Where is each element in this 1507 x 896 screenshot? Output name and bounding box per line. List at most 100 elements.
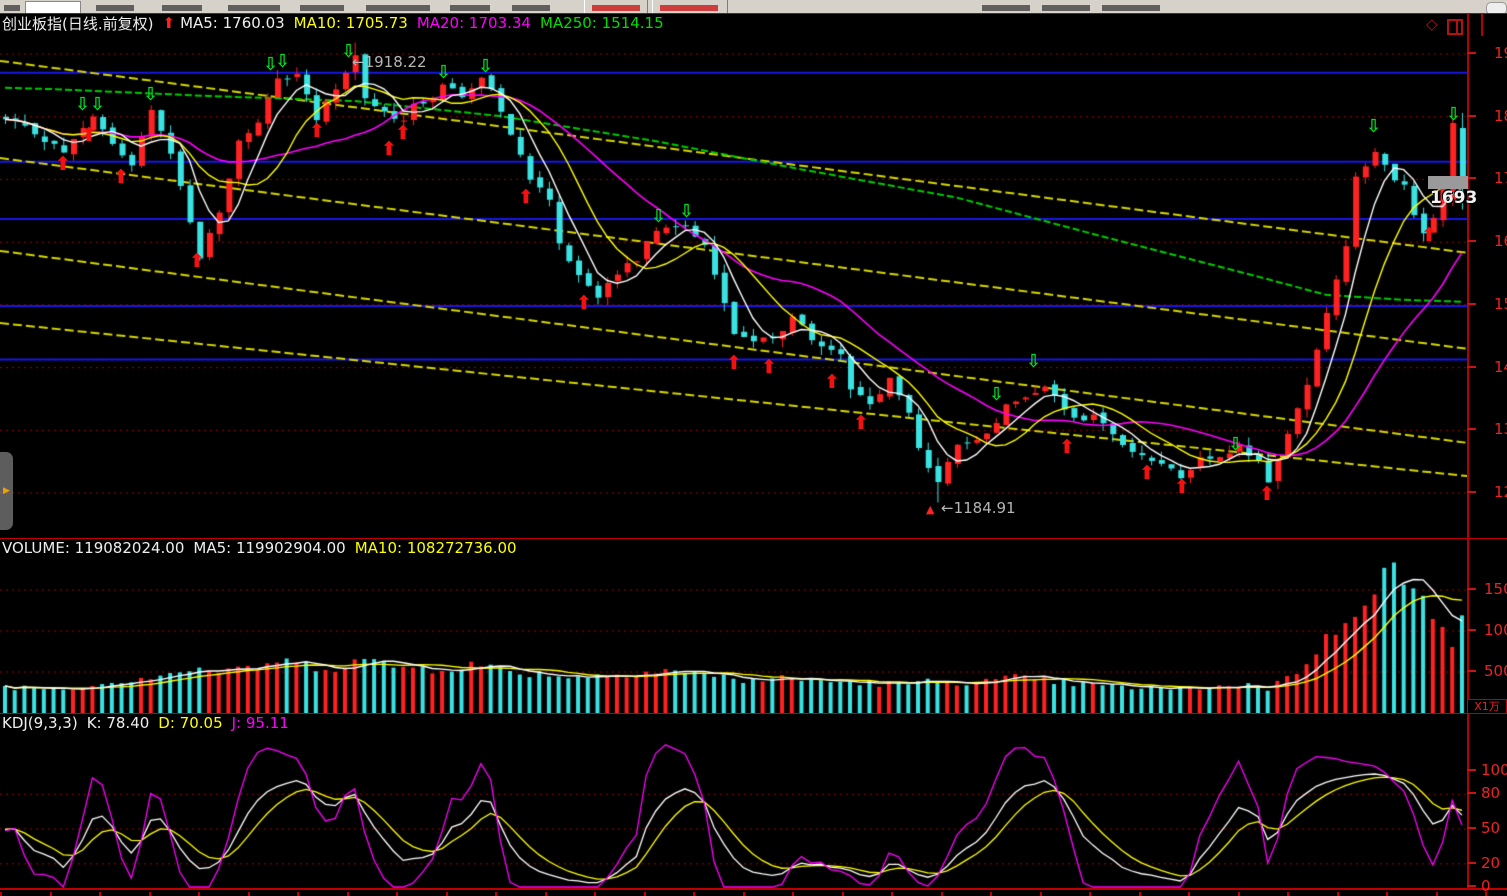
time-tick: [891, 892, 893, 896]
time-tick: [594, 892, 596, 896]
axis-label: 1500: [1494, 294, 1507, 313]
axis-tick: [1467, 302, 1476, 305]
axis-label: 10000: [1484, 621, 1507, 639]
volume-ma10-value: MA10: 108272736.00: [354, 539, 517, 557]
time-tick: [792, 892, 794, 896]
time-tick: [990, 892, 992, 896]
time-tick: [148, 892, 151, 896]
axis-tick: [1467, 861, 1476, 864]
last-price-tag-bar: [1428, 176, 1468, 189]
kdj-k-value: K: 78.40: [86, 714, 150, 732]
kdj-canvas[interactable]: [0, 714, 1467, 888]
time-tick: [198, 892, 200, 896]
expand-arrow-icon: ▶: [3, 485, 10, 496]
menu-button[interactable]: [652, 0, 728, 13]
menu-item-stub-red[interactable]: [660, 5, 718, 11]
menu-button[interactable]: [584, 0, 648, 13]
volume-title-row: VOLUME: 119082024.00 MA5: 119902904.00 M…: [2, 539, 517, 557]
time-tick: [1287, 892, 1289, 896]
axis-label: 100: [1481, 761, 1507, 779]
kdj-pane: KDJ(9,3,3) K: 78.40 D: 70.05 J: 95.11: [0, 713, 1507, 889]
trend-up-icon: ⬆: [162, 14, 176, 32]
split-window-icon[interactable]: [1447, 19, 1463, 35]
last-price-tag: 1693: [1430, 188, 1478, 208]
time-axis: [0, 888, 1507, 896]
menu-item-stub[interactable]: [1042, 5, 1090, 11]
menu-item-stub[interactable]: [96, 5, 134, 11]
time-tick: [1336, 892, 1339, 896]
main-chart-canvas[interactable]: [0, 14, 1467, 538]
axis-label: 1900: [1494, 44, 1507, 62]
volume-ma5-value: MA5: 119902904.00: [193, 539, 346, 557]
kdj-d-value: D: 70.05: [158, 714, 223, 732]
time-tick: [742, 892, 745, 896]
axis-label: 80: [1481, 784, 1501, 803]
main-chart-pane: 创业板指(日线.前复权) ⬆ MA5: 1760.03 MA10: 1705.7…: [0, 13, 1507, 538]
axis-tick: [1467, 114, 1476, 117]
low-price-annotation: ←1184.91: [941, 499, 1016, 517]
menu-item-stub[interactable]: [300, 5, 344, 11]
axis-label: 0: [1481, 877, 1491, 895]
axis-label: 1400: [1494, 357, 1507, 376]
menu-item-stub[interactable]: [512, 5, 550, 11]
time-tick: [297, 892, 299, 896]
axis-label: 5000: [1484, 662, 1507, 680]
menu-bar: [0, 0, 1507, 15]
time-tick: [544, 892, 547, 896]
volume-canvas[interactable]: [0, 539, 1467, 713]
axis-tick: [1467, 827, 1476, 829]
axis-tick: [1467, 769, 1476, 771]
diamond-icon[interactable]: ◇: [1426, 15, 1438, 33]
time-tick: [1237, 892, 1240, 896]
time-tick: [396, 892, 398, 896]
menu-item-stub[interactable]: [982, 5, 1030, 11]
kdj-j-value: J: 95.11: [231, 714, 289, 732]
menu-item-stub[interactable]: [162, 5, 202, 11]
axis-tick: [1467, 490, 1476, 493]
axis-tick: [1467, 52, 1476, 54]
axis-tick: [1467, 588, 1476, 590]
time-tick: [643, 892, 646, 896]
axis-tick: [1467, 792, 1476, 795]
kdj-title-row: KDJ(9,3,3) K: 78.40 D: 70.05 J: 95.11: [2, 714, 289, 732]
time-tick: [1039, 892, 1042, 896]
axis-label: 1200: [1494, 482, 1507, 501]
axis-tick: [1467, 177, 1476, 180]
price-axis-line: [1467, 13, 1469, 890]
axis-label: 1700: [1494, 169, 1507, 188]
time-tick: [0, 892, 2, 896]
axis-tick: [1467, 240, 1476, 243]
axis-label: 1300: [1494, 420, 1507, 439]
axis-tick: [1467, 885, 1476, 887]
time-tick: [1089, 892, 1091, 896]
axis-label: 20: [1481, 853, 1501, 872]
time-tick: [49, 892, 52, 896]
main-chart-title-row: 创业板指(日线.前复权) ⬆ MA5: 1760.03 MA10: 1705.7…: [2, 14, 664, 33]
axis-label: 50: [1481, 819, 1501, 837]
panel-expander[interactable]: ▶: [0, 452, 13, 530]
volume-unit-badge: X1万: [1467, 699, 1507, 714]
ma5-value: MA5: 1760.03: [180, 14, 285, 32]
menu-item-stub[interactable]: [4, 5, 20, 11]
menu-item-stub[interactable]: [366, 5, 430, 11]
volume-pane: VOLUME: 119082024.00 MA5: 119902904.00 M…: [0, 538, 1507, 714]
axis-label: 15000: [1484, 580, 1507, 598]
time-tick: [445, 892, 448, 896]
menu-item-stub[interactable]: [1102, 5, 1160, 11]
time-tick: [1435, 892, 1438, 896]
time-tick: [1188, 892, 1190, 896]
time-tick: [346, 892, 349, 896]
high-price-annotation: ←1918.22: [352, 53, 427, 71]
menu-item-stub-red[interactable]: [592, 5, 640, 11]
axis-tick: [1467, 428, 1476, 431]
time-tick: [99, 892, 101, 896]
axis-tick: [1467, 365, 1476, 368]
menu-item-stub[interactable]: [228, 5, 280, 11]
menu-item-stub[interactable]: [450, 5, 490, 11]
time-tick: [1386, 892, 1388, 896]
time-tick: [940, 892, 943, 896]
time-tick: [841, 892, 844, 896]
axis-tick: [1467, 670, 1476, 672]
corner-frame-line: [1481, 14, 1483, 36]
volume-value: VOLUME: 119082024.00: [2, 539, 185, 557]
